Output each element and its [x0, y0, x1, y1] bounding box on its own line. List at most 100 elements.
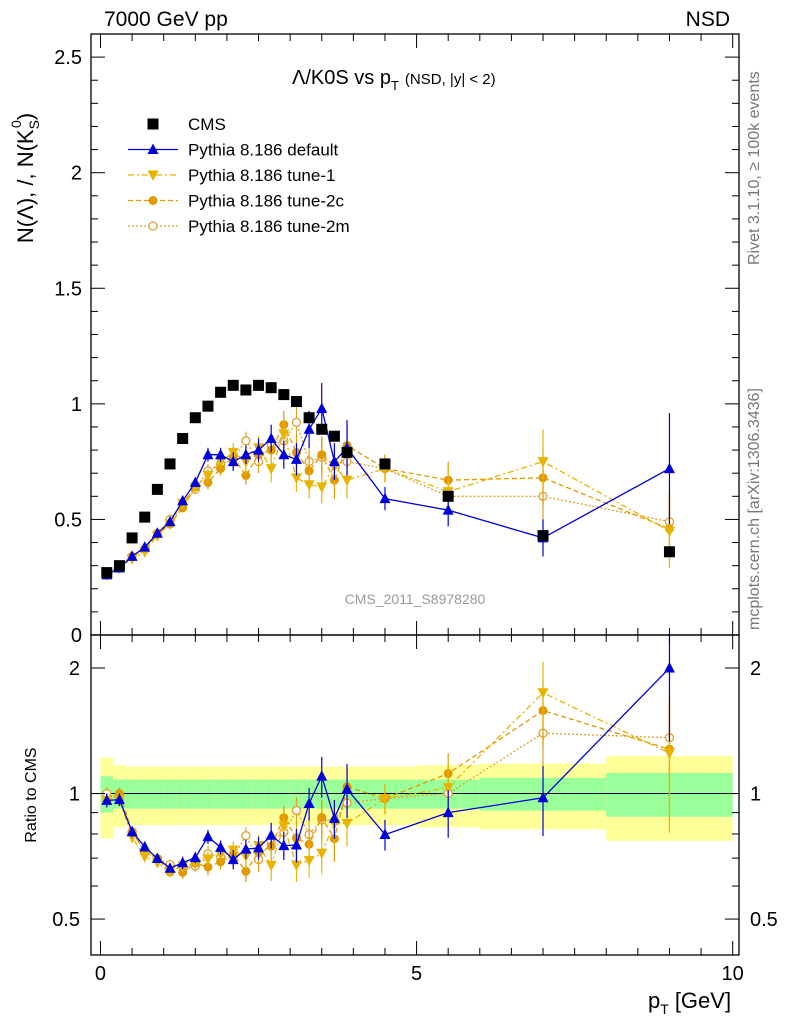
- ratio-point-tune1: [341, 818, 353, 830]
- ratio-y-tick-label-right: 1: [750, 784, 761, 806]
- ratio-point-tune1: [215, 849, 227, 861]
- legend-marker-tune2m: [148, 221, 158, 231]
- data-point-tune1: [290, 473, 302, 484]
- data-point-default: [164, 515, 176, 527]
- data-point-default: [139, 541, 151, 552]
- ratio-point-default: [290, 839, 302, 850]
- ratio-point-default: [341, 783, 353, 794]
- data-point-cms: [442, 490, 454, 502]
- ratio-point-tune1: [442, 783, 454, 794]
- analysis-watermark: CMS_2011_S8978280: [345, 591, 486, 607]
- x-tick-label: 0: [95, 963, 106, 985]
- ratio-band-inner-segment: [138, 779, 152, 809]
- ratio-point-default: [265, 829, 277, 840]
- y-tick-label: 0: [71, 625, 82, 647]
- data-point-cms: [164, 458, 176, 470]
- data-point-cms: [202, 400, 214, 412]
- y-tick-label: 0.5: [54, 509, 82, 531]
- data-point-default: [253, 444, 265, 455]
- y-tick-label: 1: [71, 394, 82, 416]
- series-cms: [101, 379, 675, 579]
- ratio-band-inner-segment: [201, 779, 215, 809]
- data-point-cms: [215, 386, 227, 398]
- data-point-default: [328, 455, 340, 467]
- series-line-tune2c: [106, 423, 670, 576]
- series-line-tune2m: [106, 420, 670, 574]
- header-label-right: NSD: [685, 8, 730, 31]
- data-point-tune1: [341, 475, 353, 487]
- ratio-band-inner-segment: [328, 779, 341, 809]
- ratio-point-default: [240, 843, 252, 854]
- data-point-tune1: [278, 429, 290, 440]
- data-point-default: [151, 527, 163, 538]
- ratio-y-axis-title: Ratio to CMS: [23, 747, 40, 842]
- ratio-band-inner-segment: [252, 779, 265, 809]
- data-point-default: [442, 504, 454, 515]
- data-point-cms: [240, 384, 252, 396]
- legend-marker-tune1: [147, 170, 159, 181]
- data-point-cms: [113, 560, 125, 572]
- ratio-point-tune1: [379, 794, 391, 805]
- data-point-tune1: [202, 471, 214, 482]
- ratio-point-default: [227, 853, 239, 865]
- ratio-point-tune2c: [241, 866, 251, 876]
- chart-text: Λ/K0S vs pT (NSD, |y| < 2) CMS_2011_S8978…: [8, 67, 731, 1017]
- y-axis-title: N(Λ), /, N(KS0): [8, 113, 42, 243]
- ratio-plot-data: [101, 635, 675, 883]
- series-default: [101, 383, 675, 580]
- x-tick-label: 5: [411, 963, 422, 985]
- data-point-default: [227, 455, 239, 467]
- ratio-y-tick-label-left: 2: [69, 658, 80, 680]
- ratio-band-inner-segment: [125, 779, 139, 809]
- chart-title: Λ/K0S vs pT (NSD, |y| < 2): [292, 67, 496, 93]
- ratio-point-default: [537, 791, 549, 803]
- ratio-point-default: [189, 851, 201, 863]
- data-point-tune2m: [241, 436, 251, 446]
- ratio-point-tune1: [663, 748, 675, 760]
- legend-marker-cms: [147, 118, 159, 130]
- main-plot-data: [101, 379, 675, 581]
- ratio-plot-frame: [90, 634, 740, 956]
- data-point-default: [189, 476, 201, 487]
- data-point-default: [126, 550, 138, 561]
- y-tick-label: 1.5: [54, 278, 82, 300]
- data-point-cms: [663, 546, 675, 558]
- ratio-band-inner-segment: [188, 779, 202, 809]
- ratio-point-tune2m: [241, 831, 251, 841]
- data-point-cms: [278, 389, 290, 401]
- ratio-point-default: [202, 830, 214, 842]
- data-point-default: [379, 492, 391, 504]
- data-point-tune1: [316, 482, 328, 494]
- series-line-default: [106, 406, 670, 576]
- legend-label-tune2m: Pythia 8.186 tune-2m: [188, 217, 350, 236]
- ratio-point-tune1: [278, 821, 290, 832]
- data-point-default: [303, 423, 315, 434]
- ratio-point-default: [151, 852, 163, 864]
- legend-label-cms: CMS: [188, 115, 226, 134]
- data-point-default: [202, 448, 214, 460]
- ratio-point-default: [663, 662, 675, 673]
- ratio-y-tick-label-left: 1: [69, 784, 80, 806]
- ratio-point-tune1: [202, 854, 214, 865]
- ratio-band-inner-segment: [163, 779, 177, 809]
- data-point-tune1: [537, 457, 549, 468]
- ratio-band-inner-segment: [239, 779, 253, 809]
- data-point-cms: [316, 423, 328, 435]
- legend: CMS Pythia 8.186 default Pythia 8.186 tune…: [128, 115, 350, 236]
- ratio-point-tune2c: [317, 812, 327, 822]
- x-tick-label: 10: [722, 963, 744, 985]
- legend-marker-default: [147, 143, 159, 154]
- ratio-band-inner-segment: [176, 779, 189, 809]
- legend-marker-tune2c: [148, 196, 158, 205]
- ratio-series-default: [101, 635, 675, 873]
- legend-label-default: Pythia 8.186 default: [188, 141, 339, 160]
- legend-item-tune1: Pythia 8.186 tune-1: [128, 166, 335, 185]
- data-point-cms: [177, 433, 189, 445]
- ratio-band-inner-segment: [290, 779, 303, 809]
- ratio-band-inner-segment: [264, 779, 278, 809]
- data-point-default: [215, 448, 227, 460]
- data-point-cms: [328, 430, 340, 442]
- ratio-point-default: [316, 770, 328, 781]
- data-point-cms: [101, 567, 113, 579]
